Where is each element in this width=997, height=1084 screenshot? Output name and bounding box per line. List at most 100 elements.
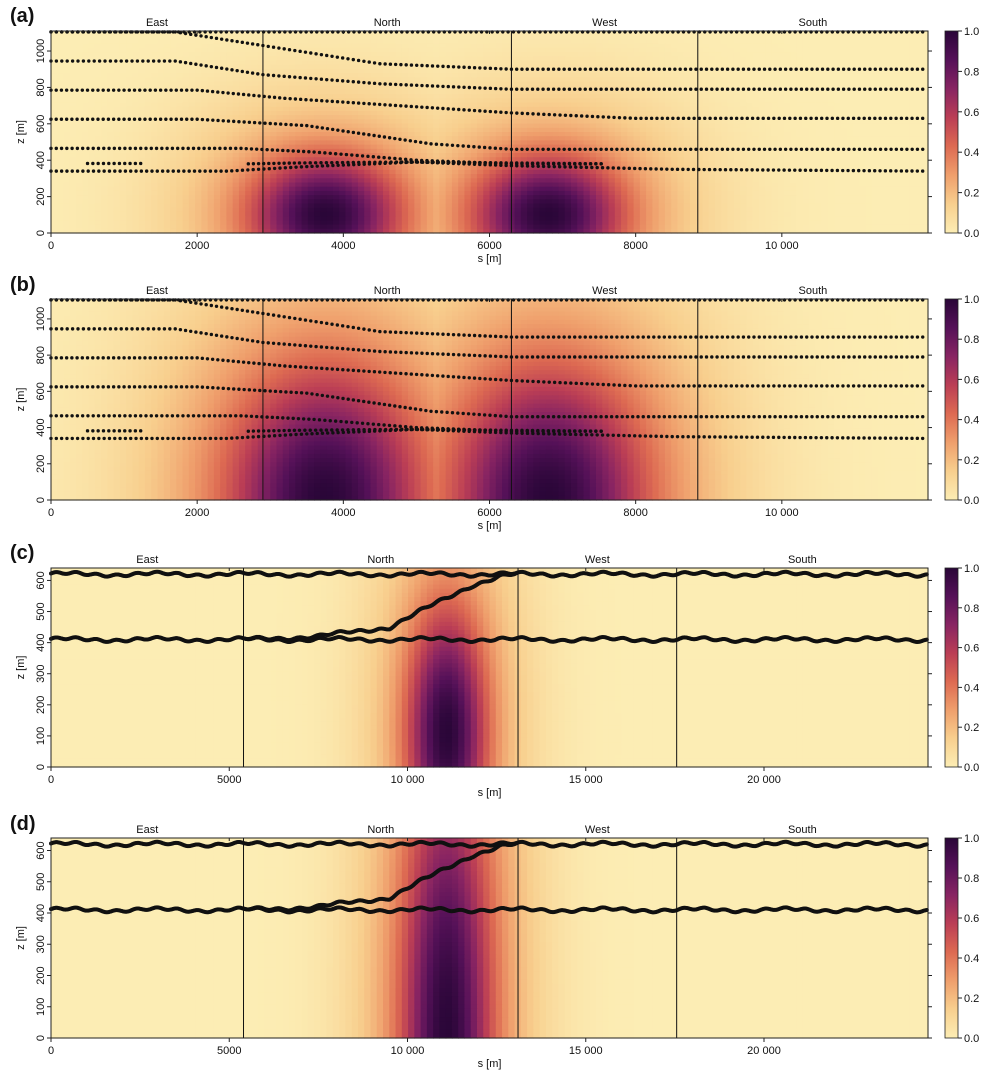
heatmap-cell <box>758 144 766 150</box>
heatmap-cell <box>357 60 365 66</box>
heatmap-cell <box>188 64 196 70</box>
heatmap-cell <box>884 127 892 133</box>
heatmap-cell <box>389 56 397 62</box>
heatmap-cell <box>138 85 146 91</box>
heatmap-cell <box>520 115 528 120</box>
heatmap-cell <box>746 77 754 83</box>
heatmap-cell <box>464 127 472 133</box>
heatmap-cell <box>232 73 240 78</box>
heatmap-cell <box>652 98 660 104</box>
heatmap-cell <box>514 132 522 137</box>
heatmap-cell <box>495 94 503 99</box>
heatmap-cell <box>758 174 766 179</box>
heatmap-cell <box>376 94 384 99</box>
heatmap-cell <box>289 136 296 142</box>
heatmap-cell <box>765 56 772 62</box>
heatmap-cell <box>476 102 484 108</box>
heatmap-cell <box>564 85 572 91</box>
heatmap-cell <box>708 77 716 83</box>
heatmap-cell <box>263 106 271 112</box>
heatmap-cell <box>57 77 65 83</box>
heatmap-cell <box>671 35 679 41</box>
heatmap-cell <box>226 169 234 175</box>
heatmap-cell <box>195 60 202 66</box>
heatmap-cell <box>226 85 234 91</box>
heatmap-cell <box>188 148 196 154</box>
heatmap-cell <box>107 169 115 175</box>
heatmap-cell <box>238 60 246 66</box>
heatmap-cell <box>633 110 641 116</box>
heatmap-cell <box>896 132 904 137</box>
heatmap-cell <box>270 115 278 120</box>
heatmap-cell <box>821 85 829 91</box>
heatmap-cell <box>176 144 184 150</box>
heatmap-cell <box>170 35 177 41</box>
heatmap-cell <box>909 39 917 45</box>
heatmap-cell <box>489 94 497 99</box>
heatmap-cell <box>476 157 484 163</box>
heatmap-cell <box>69 89 77 95</box>
heatmap-cell <box>727 157 735 163</box>
heatmap-cell <box>802 77 810 83</box>
heatmap-cell <box>301 77 309 83</box>
heatmap-cell <box>320 174 328 179</box>
heatmap-cell <box>821 31 829 36</box>
heatmap-cell <box>94 81 102 87</box>
heatmap-cell <box>608 60 616 66</box>
heatmap-cell <box>76 119 83 125</box>
heatmap-cell <box>226 35 234 41</box>
heatmap-cell <box>602 127 610 133</box>
heatmap-cell <box>182 174 190 179</box>
heatmap-cell <box>119 89 127 95</box>
heatmap-cell <box>802 106 810 112</box>
heatmap-cell <box>696 106 704 112</box>
heatmap-cell <box>76 123 83 129</box>
heatmap-cell <box>921 89 929 95</box>
heatmap-cell <box>708 43 716 49</box>
heatmap-cell <box>119 85 127 91</box>
heatmap-cell <box>138 127 146 133</box>
heatmap-cell <box>357 127 365 133</box>
heatmap-cell <box>884 102 892 108</box>
heatmap-cell <box>401 178 409 184</box>
heatmap-cell <box>69 106 77 112</box>
heatmap-cell <box>57 153 65 158</box>
heatmap-cell <box>564 89 572 95</box>
heatmap-cell <box>890 31 898 36</box>
heatmap-cell <box>646 64 653 70</box>
heatmap-cell <box>451 106 459 112</box>
heatmap-cell <box>132 153 140 158</box>
heatmap-cell <box>226 98 234 104</box>
heatmap-cell <box>383 110 390 116</box>
heatmap-cell <box>852 77 860 83</box>
heatmap-cell <box>821 119 829 125</box>
heatmap-cell <box>238 56 246 62</box>
heatmap-cell <box>558 132 566 137</box>
heatmap-cell <box>495 89 503 95</box>
heatmap-cell <box>195 102 202 108</box>
heatmap-cell <box>614 47 622 53</box>
heatmap-cell <box>884 144 892 150</box>
heatmap-cell <box>783 102 791 108</box>
heatmap-cell <box>370 106 378 112</box>
heatmap-cell <box>420 56 428 62</box>
heatmap-cell <box>909 106 917 112</box>
heatmap-cell <box>840 144 848 150</box>
heatmap-cell <box>220 102 227 108</box>
heatmap-cell <box>63 43 71 49</box>
heatmap-cell <box>69 60 77 66</box>
heatmap-cell <box>608 81 616 87</box>
heatmap-cell <box>132 127 140 133</box>
heatmap-cell <box>101 165 108 171</box>
heatmap-cell <box>815 153 823 158</box>
heatmap-cell <box>915 35 923 41</box>
heatmap-cell <box>552 144 559 150</box>
heatmap-cell <box>827 52 835 57</box>
heatmap-cell <box>821 127 829 133</box>
heatmap-cell <box>57 73 65 78</box>
heatmap-cell <box>195 110 202 116</box>
heatmap-cell <box>834 60 841 66</box>
heatmap-cell <box>238 85 246 91</box>
heatmap-cell <box>257 153 265 158</box>
heatmap-cell <box>126 115 134 120</box>
